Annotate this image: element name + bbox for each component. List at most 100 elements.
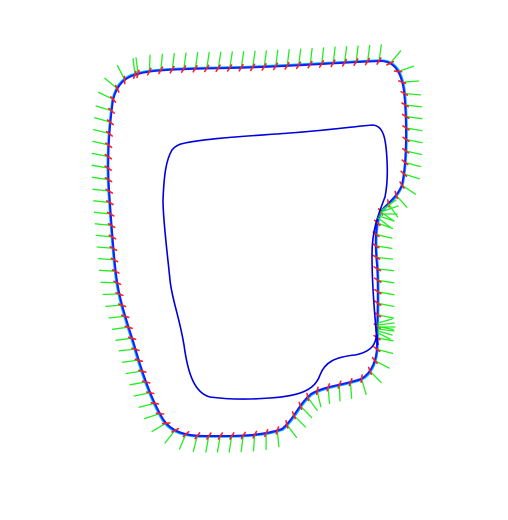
pose-marker bbox=[285, 419, 289, 429]
pose-marker bbox=[226, 64, 233, 72]
pose-marker bbox=[373, 300, 382, 307]
pose-marker bbox=[108, 107, 116, 114]
pose-marker bbox=[393, 70, 403, 73]
pose-marker bbox=[105, 188, 114, 194]
pose-marker bbox=[367, 366, 373, 376]
pose-marker bbox=[171, 427, 180, 433]
pose-marker bbox=[115, 291, 124, 297]
pose-marker bbox=[399, 181, 405, 189]
pose-marker bbox=[192, 64, 198, 73]
pose-marker bbox=[180, 65, 187, 73]
pose-marker bbox=[161, 422, 171, 425]
pose-marker bbox=[397, 80, 407, 85]
pose-marker bbox=[104, 177, 113, 183]
pose-marker bbox=[291, 411, 297, 420]
pose-marker bbox=[113, 280, 122, 286]
pose-marker bbox=[106, 200, 114, 206]
pose-marker bbox=[360, 374, 363, 384]
pose-marker bbox=[111, 268, 120, 274]
pose-marker bbox=[169, 65, 175, 74]
pose-marker bbox=[373, 311, 382, 318]
pose-marker bbox=[106, 119, 114, 126]
pose-marker bbox=[146, 67, 152, 76]
pose-marker bbox=[402, 136, 410, 143]
pose-marker bbox=[401, 159, 409, 166]
normal-cluster bbox=[377, 318, 396, 340]
pose-marker bbox=[252, 430, 258, 439]
pose-marker bbox=[372, 254, 381, 260]
inner-path bbox=[162, 124, 389, 400]
pose-marker bbox=[104, 153, 113, 160]
pose-marker bbox=[348, 377, 353, 387]
pose-marker bbox=[401, 147, 410, 154]
pose-marker bbox=[353, 58, 359, 66]
pose-marker bbox=[298, 401, 303, 411]
pose-marker bbox=[117, 303, 127, 308]
pose-marker bbox=[104, 165, 112, 171]
pose-marker bbox=[134, 358, 144, 363]
pose-marker bbox=[136, 69, 140, 79]
normal-cluster-notch bbox=[377, 199, 399, 228]
pose-marker bbox=[141, 380, 151, 384]
pose-marker bbox=[400, 90, 409, 96]
pose-marker bbox=[110, 257, 119, 263]
pose-marker bbox=[110, 96, 117, 103]
pose-marker bbox=[400, 170, 408, 177]
pose-marker bbox=[215, 64, 221, 73]
pose-marker bbox=[146, 391, 155, 395]
pose-marker bbox=[182, 430, 190, 438]
pose-marker bbox=[121, 314, 130, 319]
pose-marker bbox=[371, 356, 378, 365]
pose-markers bbox=[104, 57, 410, 440]
pose-marker bbox=[229, 432, 235, 440]
pose-marker bbox=[275, 426, 280, 435]
pose-marker bbox=[131, 347, 140, 352]
pose-marker bbox=[373, 266, 382, 272]
pose-marker bbox=[373, 219, 381, 227]
pose-marker bbox=[240, 431, 246, 440]
pose-marker bbox=[263, 428, 269, 438]
inner-connector bbox=[375, 329, 379, 346]
pose-marker bbox=[386, 60, 395, 66]
pose-marker bbox=[318, 60, 325, 68]
pose-marker bbox=[295, 61, 302, 70]
pose-marker bbox=[373, 346, 381, 353]
reference-path bbox=[106, 59, 408, 438]
pose-marker bbox=[326, 383, 331, 392]
pose-marker bbox=[401, 102, 410, 108]
pose-marker bbox=[249, 63, 256, 72]
pose-marker bbox=[124, 325, 133, 330]
pose-marker bbox=[394, 190, 399, 200]
pose-marker bbox=[284, 61, 290, 70]
pose-marker bbox=[158, 66, 164, 75]
pose-marker bbox=[307, 60, 313, 69]
pose-marker bbox=[261, 63, 267, 71]
pose-marker bbox=[155, 412, 165, 415]
pose-marker bbox=[337, 380, 342, 389]
pose-marker bbox=[401, 113, 410, 119]
pose-marker bbox=[364, 57, 371, 66]
pose-marker bbox=[127, 336, 137, 341]
pose-marker bbox=[272, 62, 279, 71]
pose-marker bbox=[402, 125, 410, 131]
pose-marker bbox=[238, 63, 244, 72]
pose-marker bbox=[138, 369, 147, 374]
pose-marker bbox=[376, 57, 382, 65]
pose-marker bbox=[315, 386, 319, 396]
pose-marker bbox=[341, 58, 348, 67]
pose-marker bbox=[108, 234, 117, 240]
pose-marker bbox=[330, 59, 336, 68]
pose-marker bbox=[203, 64, 210, 73]
pose-marker bbox=[373, 277, 382, 283]
pose-marker bbox=[374, 288, 382, 295]
pose-marker bbox=[194, 432, 201, 440]
pose-marker bbox=[109, 246, 118, 252]
pose-marker bbox=[206, 432, 212, 440]
pose-marker bbox=[114, 84, 120, 93]
pose-marker bbox=[132, 70, 137, 80]
pose-marker bbox=[107, 223, 116, 229]
pose-marker bbox=[150, 401, 160, 405]
pose-marker bbox=[371, 243, 380, 249]
